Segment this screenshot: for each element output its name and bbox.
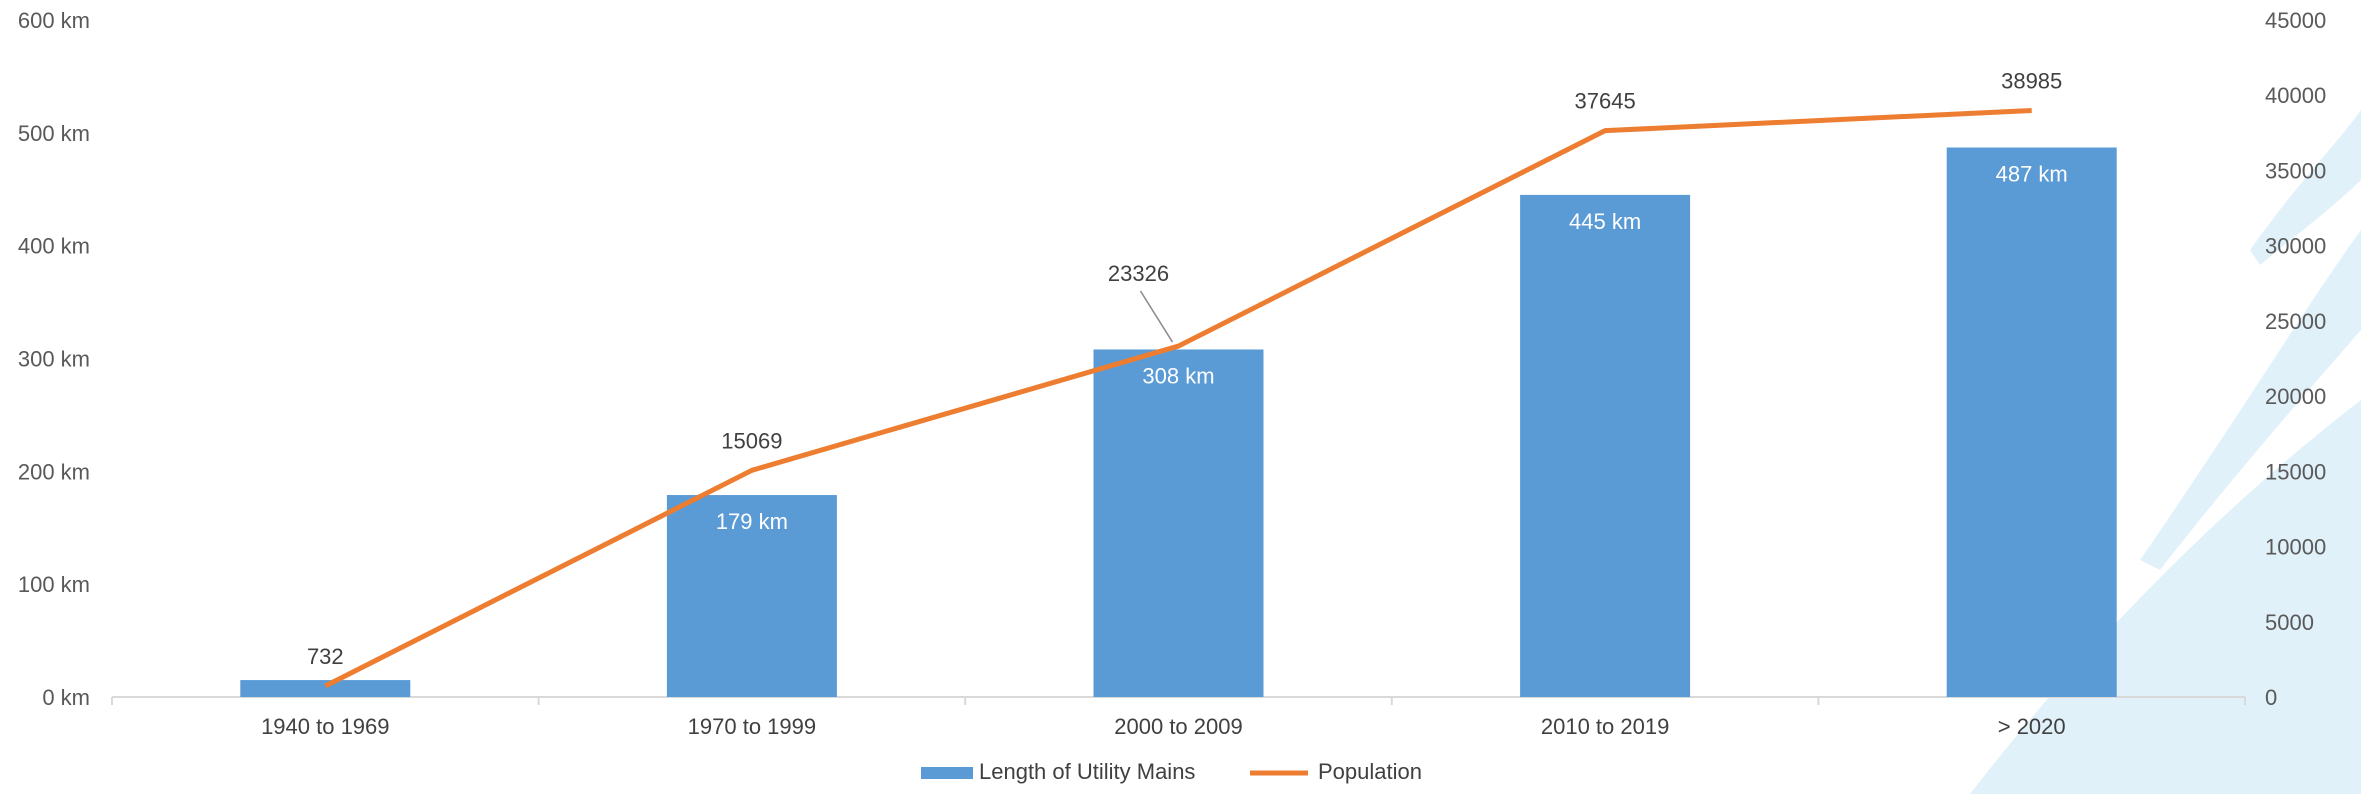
bar xyxy=(1520,194,1691,697)
bar-data-label: 487 km xyxy=(1996,162,2068,187)
right-y-axis: 0 5000 10000 15000 20000 25000 30000 35000 40000… xyxy=(2265,8,2326,710)
x-axis-category-label: 2010 to 2019 xyxy=(1541,714,1669,739)
legend-label-population: Population xyxy=(1318,759,1422,784)
right-axis-tick-label: 35000 xyxy=(2265,158,2326,183)
right-axis-tick-label: 0 xyxy=(2265,685,2277,710)
left-axis-tick-label: 400 km xyxy=(18,234,90,259)
bar-data-label: 445 km xyxy=(1569,209,1641,234)
legend: Length of Utility Mains Population xyxy=(921,759,1422,784)
left-axis-tick-label: 200 km xyxy=(18,459,90,484)
x-axis-category-label: 1970 to 1999 xyxy=(688,714,816,739)
left-axis-tick-label: 500 km xyxy=(18,121,90,146)
x-axis-category-label: 1940 to 1969 xyxy=(261,714,389,739)
right-axis-tick-label: 25000 xyxy=(2265,309,2326,334)
right-axis-tick-label: 15000 xyxy=(2265,459,2326,484)
legend-label-utility-mains: Length of Utility Mains xyxy=(979,759,1195,784)
bar xyxy=(1093,349,1264,697)
line-data-label: 732 xyxy=(307,644,344,669)
right-axis-tick-label: 10000 xyxy=(2265,535,2326,560)
left-axis-tick-label: 100 km xyxy=(18,572,90,597)
right-axis-tick-label: 40000 xyxy=(2265,83,2326,108)
bar xyxy=(1946,147,2117,698)
right-axis-tick-label: 45000 xyxy=(2265,8,2326,33)
population-line xyxy=(324,107,2032,689)
x-axis: 1940 to 1969 1970 to 1999 2000 to 2009 2010… xyxy=(111,696,2246,739)
line-data-label: 38985 xyxy=(2001,68,2062,93)
legend-bar-swatch xyxy=(921,767,973,779)
line-series: 732 15069 23326 37645 38985 xyxy=(307,68,2062,689)
bar-data-label: 179 km xyxy=(716,509,788,534)
bar-data-label: 308 km xyxy=(1142,363,1214,388)
line-data-label: 15069 xyxy=(721,428,782,453)
line-data-label: 37645 xyxy=(1575,89,1636,114)
line-data-label: 23326 xyxy=(1108,261,1169,286)
x-axis-category-label: > 2020 xyxy=(1998,714,2066,739)
x-axis-category-label: 2000 to 2009 xyxy=(1114,714,1242,739)
bar-series: 179 km 308 km 445 km 487 km xyxy=(240,147,2117,698)
right-axis-tick-label: 20000 xyxy=(2265,384,2326,409)
right-axis-tick-label: 30000 xyxy=(2265,234,2326,259)
bar xyxy=(240,680,411,697)
data-label-leader-line xyxy=(1139,290,1174,343)
left-axis-tick-label: 300 km xyxy=(18,347,90,372)
bar xyxy=(666,495,837,697)
left-axis-tick-label: 600 km xyxy=(18,8,90,33)
left-axis-tick-label: 0 km xyxy=(42,685,90,710)
right-axis-tick-label: 5000 xyxy=(2265,610,2314,635)
left-y-axis: 0 km 100 km 200 km 300 km 400 km 500 km 600 km xyxy=(18,8,90,710)
